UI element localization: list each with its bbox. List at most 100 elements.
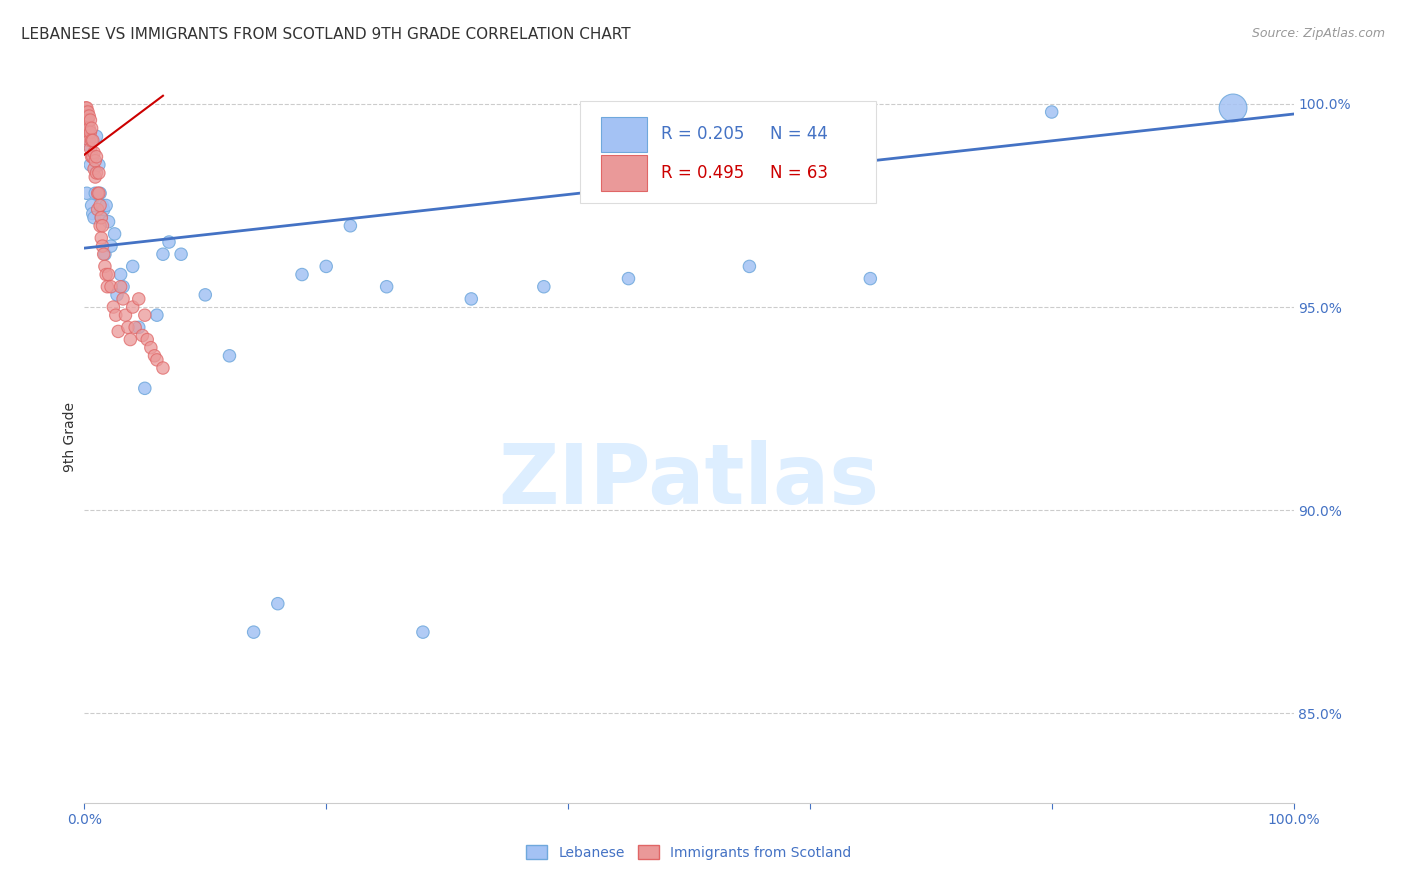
Point — [77, 121, 100, 136]
Point — [77, 137, 100, 152]
Point — [89, 198, 111, 212]
Point — [533, 279, 555, 293]
Point — [77, 125, 100, 139]
Point — [146, 352, 169, 367]
Point — [76, 117, 98, 131]
Point — [76, 129, 98, 144]
Point — [90, 211, 112, 225]
Point — [146, 308, 169, 322]
Point — [76, 109, 98, 123]
Point — [80, 150, 103, 164]
Point — [82, 206, 104, 220]
Point — [80, 198, 103, 212]
FancyBboxPatch shape — [581, 101, 876, 203]
Point — [339, 219, 361, 233]
Point — [107, 325, 129, 339]
Point — [121, 300, 143, 314]
Point — [75, 105, 97, 120]
Point — [82, 133, 104, 147]
Point — [110, 279, 132, 293]
Point — [83, 145, 105, 160]
Point — [120, 333, 142, 347]
Point — [94, 247, 117, 261]
Text: ZIPatlas: ZIPatlas — [499, 441, 879, 522]
Point — [93, 202, 115, 217]
Point — [104, 308, 127, 322]
Point — [103, 300, 125, 314]
Point — [315, 260, 337, 274]
Text: N = 63: N = 63 — [770, 164, 828, 182]
Point — [93, 247, 115, 261]
Point — [110, 268, 132, 282]
Point — [82, 150, 104, 164]
Point — [76, 101, 98, 115]
Point — [87, 166, 110, 180]
Point — [136, 333, 159, 347]
Point — [91, 219, 114, 233]
Legend: Lebanese, Immigrants from Scotland: Lebanese, Immigrants from Scotland — [520, 839, 858, 865]
Point — [375, 279, 398, 293]
Point — [1040, 105, 1063, 120]
Point — [152, 361, 174, 376]
Point — [90, 231, 112, 245]
Point — [89, 219, 111, 233]
Point — [86, 150, 108, 164]
Point — [90, 211, 112, 225]
Point — [79, 113, 101, 128]
Point — [77, 113, 100, 128]
Point — [86, 166, 108, 180]
Point — [859, 271, 882, 285]
Point — [131, 328, 153, 343]
Point — [87, 158, 110, 172]
Point — [91, 198, 114, 212]
Point — [76, 186, 98, 201]
Point — [94, 260, 117, 274]
Point — [80, 133, 103, 147]
Point — [75, 109, 97, 123]
Point — [79, 158, 101, 172]
Point — [86, 129, 108, 144]
Point — [86, 186, 108, 201]
Point — [84, 153, 107, 168]
Point — [97, 268, 120, 282]
Point — [91, 239, 114, 253]
Point — [412, 625, 434, 640]
Point — [128, 292, 150, 306]
Point — [80, 121, 103, 136]
Point — [114, 308, 136, 322]
Point — [134, 381, 156, 395]
Point — [83, 161, 105, 176]
Point — [97, 215, 120, 229]
Point — [1222, 101, 1244, 115]
Point — [738, 260, 761, 274]
Point — [105, 288, 128, 302]
Point — [157, 235, 180, 249]
Point — [84, 169, 107, 184]
Text: R = 0.495: R = 0.495 — [661, 164, 744, 182]
Point — [77, 133, 100, 147]
Point — [617, 271, 640, 285]
Point — [75, 113, 97, 128]
Point — [104, 227, 127, 241]
Point — [89, 186, 111, 201]
Point — [77, 109, 100, 123]
Point — [143, 349, 166, 363]
Point — [77, 105, 100, 120]
Point — [84, 186, 107, 201]
Point — [86, 202, 108, 217]
Point — [128, 320, 150, 334]
Point — [139, 341, 162, 355]
Point — [87, 186, 110, 201]
Point — [194, 288, 217, 302]
Point — [100, 279, 122, 293]
Point — [79, 125, 101, 139]
Bar — [600, 117, 647, 152]
Text: LEBANESE VS IMMIGRANTS FROM SCOTLAND 9TH GRADE CORRELATION CHART: LEBANESE VS IMMIGRANTS FROM SCOTLAND 9TH… — [21, 27, 631, 42]
Point — [242, 625, 264, 640]
Point — [267, 597, 290, 611]
Text: Source: ZipAtlas.com: Source: ZipAtlas.com — [1251, 27, 1385, 40]
Point — [170, 247, 193, 261]
Point — [94, 268, 117, 282]
Y-axis label: 9th Grade: 9th Grade — [63, 402, 77, 472]
Bar — [600, 155, 647, 191]
